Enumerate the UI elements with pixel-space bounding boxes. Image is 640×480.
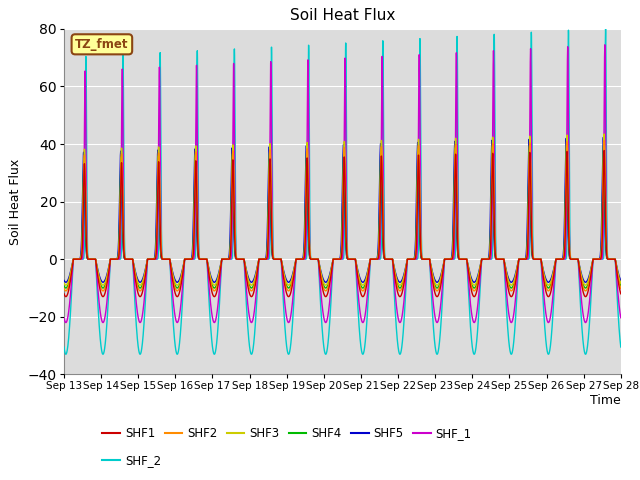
Y-axis label: Soil Heat Flux: Soil Heat Flux — [10, 158, 22, 245]
Legend: SHF_2: SHF_2 — [98, 450, 166, 472]
Text: TZ_fmet: TZ_fmet — [75, 38, 129, 51]
Title: Soil Heat Flux: Soil Heat Flux — [290, 9, 395, 24]
X-axis label: Time: Time — [590, 394, 621, 407]
